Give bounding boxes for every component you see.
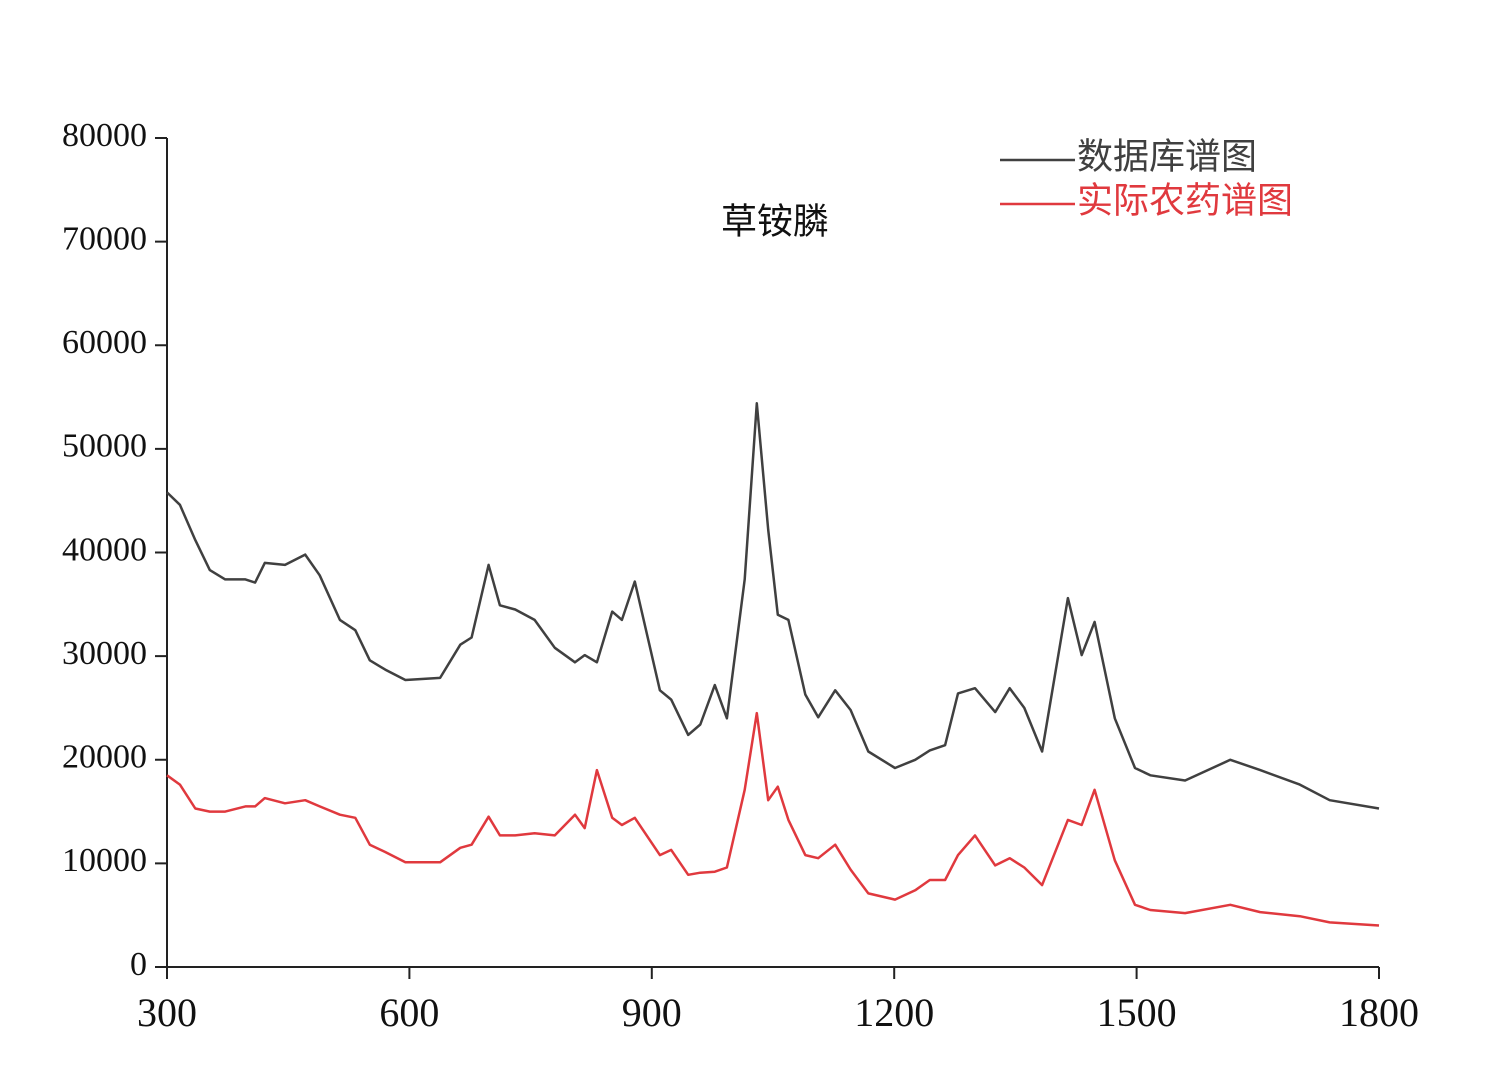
x-tick-label: 1200	[854, 990, 934, 1035]
y-tick-label: 10000	[62, 842, 147, 879]
x-tick-label: 1800	[1339, 990, 1419, 1035]
y-tick-label: 70000	[62, 220, 147, 257]
y-tick-label: 40000	[62, 531, 147, 568]
legend-label: 实际农药谱图	[1077, 180, 1293, 220]
y-tick-label: 60000	[62, 324, 147, 361]
legend-label: 数据库谱图	[1077, 136, 1257, 176]
y-tick-label: 0	[130, 946, 147, 983]
x-tick-label: 300	[137, 990, 197, 1035]
series-line	[166, 402, 1380, 810]
y-tick-label: 50000	[62, 428, 147, 465]
series-line	[166, 711, 1380, 927]
y-tick-label: 30000	[62, 635, 147, 672]
x-tick-label: 1500	[1097, 990, 1177, 1035]
y-tick-label: 80000	[62, 117, 147, 154]
x-tick-label: 600	[379, 990, 439, 1035]
y-tick-label: 20000	[62, 739, 147, 776]
x-tick-label: 900	[622, 990, 682, 1035]
chart-title: 草铵膦	[721, 201, 829, 241]
